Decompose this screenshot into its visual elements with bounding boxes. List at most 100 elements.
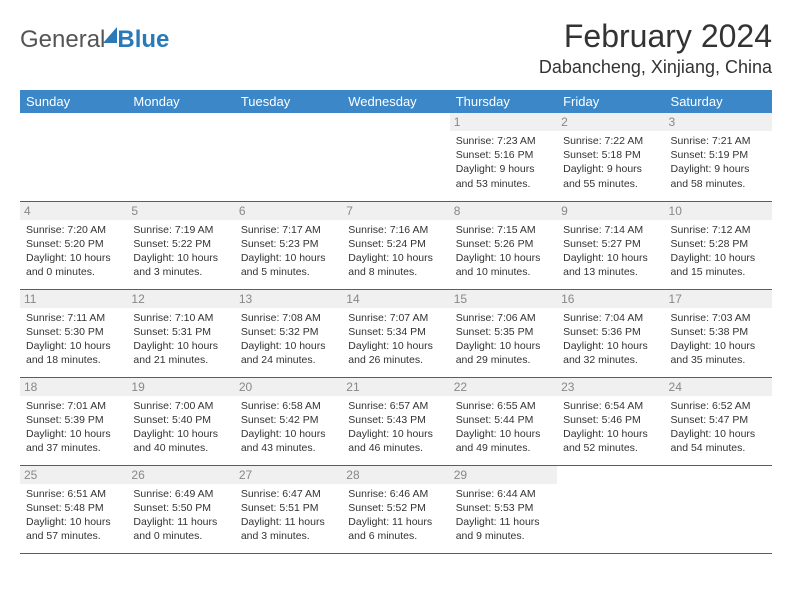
day-number: 18	[20, 378, 127, 396]
day-number: 29	[450, 466, 557, 484]
day-number: 21	[342, 378, 449, 396]
daylight-line: Daylight: 9 hours and 58 minutes.	[671, 162, 766, 190]
daylight-line: Daylight: 10 hours and 52 minutes.	[563, 427, 658, 455]
day-cell: 7Sunrise: 7:16 AMSunset: 5:24 PMDaylight…	[342, 201, 449, 289]
daylight-line: Daylight: 10 hours and 57 minutes.	[26, 515, 121, 543]
day-number: 6	[235, 202, 342, 220]
daylight-line: Daylight: 10 hours and 5 minutes.	[241, 251, 336, 279]
sunset-line: Sunset: 5:32 PM	[241, 325, 336, 339]
day-content: Sunrise: 7:17 AMSunset: 5:23 PMDaylight:…	[241, 223, 336, 280]
sunrise-line: Sunrise: 6:57 AM	[348, 399, 443, 413]
sunrise-line: Sunrise: 7:21 AM	[671, 134, 766, 148]
sunset-line: Sunset: 5:30 PM	[26, 325, 121, 339]
sunset-line: Sunset: 5:52 PM	[348, 501, 443, 515]
day-content: Sunrise: 7:04 AMSunset: 5:36 PMDaylight:…	[563, 311, 658, 368]
sunset-line: Sunset: 5:18 PM	[563, 148, 658, 162]
logo-text-general: General	[20, 26, 105, 54]
day-content: Sunrise: 6:46 AMSunset: 5:52 PMDaylight:…	[348, 487, 443, 544]
sunset-line: Sunset: 5:40 PM	[133, 413, 228, 427]
sunrise-line: Sunrise: 7:19 AM	[133, 223, 228, 237]
daylight-line: Daylight: 10 hours and 0 minutes.	[26, 251, 121, 279]
sunset-line: Sunset: 5:34 PM	[348, 325, 443, 339]
day-cell: 27Sunrise: 6:47 AMSunset: 5:51 PMDayligh…	[235, 465, 342, 553]
calendar-table: SundayMondayTuesdayWednesdayThursdayFrid…	[20, 90, 772, 554]
daylight-line: Daylight: 11 hours and 3 minutes.	[241, 515, 336, 543]
empty-cell	[557, 465, 664, 553]
sunset-line: Sunset: 5:36 PM	[563, 325, 658, 339]
empty-cell	[665, 465, 772, 553]
day-header-tuesday: Tuesday	[235, 90, 342, 113]
day-content: Sunrise: 7:01 AMSunset: 5:39 PMDaylight:…	[26, 399, 121, 456]
day-cell: 8Sunrise: 7:15 AMSunset: 5:26 PMDaylight…	[450, 201, 557, 289]
sunrise-line: Sunrise: 7:04 AM	[563, 311, 658, 325]
day-number: 9	[557, 202, 664, 220]
daylight-line: Daylight: 10 hours and 10 minutes.	[456, 251, 551, 279]
daylight-line: Daylight: 10 hours and 18 minutes.	[26, 339, 121, 367]
sunset-line: Sunset: 5:48 PM	[26, 501, 121, 515]
day-cell: 9Sunrise: 7:14 AMSunset: 5:27 PMDaylight…	[557, 201, 664, 289]
day-content: Sunrise: 7:20 AMSunset: 5:20 PMDaylight:…	[26, 223, 121, 280]
day-header-monday: Monday	[127, 90, 234, 113]
week-row: 25 Sunrise: 6:51 AMSunset: 5:48 PMDayligh…	[20, 465, 772, 553]
day-content: Sunrise: 7:23 AMSunset: 5:16 PMDaylight:…	[456, 134, 551, 191]
day-number: 3	[665, 113, 772, 131]
sunrise-line: Sunrise: 6:46 AM	[348, 487, 443, 501]
daylight-line: Daylight: 11 hours and 9 minutes.	[456, 515, 551, 543]
daylight-line: Daylight: 10 hours and 32 minutes.	[563, 339, 658, 367]
day-content: Sunrise: 7:06 AMSunset: 5:35 PMDaylight:…	[456, 311, 551, 368]
sunset-line: Sunset: 5:53 PM	[456, 501, 551, 515]
day-content: Sunrise: 7:10 AMSunset: 5:31 PMDaylight:…	[133, 311, 228, 368]
month-title: February 2024	[539, 18, 772, 55]
location: Dabancheng, Xinjiang, China	[539, 57, 772, 78]
day-header-sunday: Sunday	[20, 90, 127, 113]
day-content: Sunrise: 7:19 AMSunset: 5:22 PMDaylight:…	[133, 223, 228, 280]
day-content: Sunrise: 7:07 AMSunset: 5:34 PMDaylight:…	[348, 311, 443, 368]
day-cell: 5Sunrise: 7:19 AMSunset: 5:22 PMDaylight…	[127, 201, 234, 289]
day-cell: 12Sunrise: 7:10 AMSunset: 5:31 PMDayligh…	[127, 289, 234, 377]
sunset-line: Sunset: 5:50 PM	[133, 501, 228, 515]
sunrise-line: Sunrise: 7:16 AM	[348, 223, 443, 237]
logo-triangle-icon	[103, 27, 117, 43]
sunset-line: Sunset: 5:19 PM	[671, 148, 766, 162]
sunrise-line: Sunrise: 7:08 AM	[241, 311, 336, 325]
sunset-line: Sunset: 5:28 PM	[671, 237, 766, 251]
day-number: 17	[665, 290, 772, 308]
day-content: Sunrise: 7:21 AMSunset: 5:19 PMDaylight:…	[671, 134, 766, 191]
day-cell: 19Sunrise: 7:00 AMSunset: 5:40 PMDayligh…	[127, 377, 234, 465]
sunset-line: Sunset: 5:39 PM	[26, 413, 121, 427]
daylight-line: Daylight: 10 hours and 37 minutes.	[26, 427, 121, 455]
day-content: Sunrise: 7:00 AMSunset: 5:40 PMDaylight:…	[133, 399, 228, 456]
day-number: 22	[450, 378, 557, 396]
sunset-line: Sunset: 5:23 PM	[241, 237, 336, 251]
sunrise-line: Sunrise: 7:10 AM	[133, 311, 228, 325]
sunrise-line: Sunrise: 7:17 AM	[241, 223, 336, 237]
sunset-line: Sunset: 5:46 PM	[563, 413, 658, 427]
day-content: Sunrise: 6:57 AMSunset: 5:43 PMDaylight:…	[348, 399, 443, 456]
day-number: 1	[450, 113, 557, 131]
sunrise-line: Sunrise: 6:49 AM	[133, 487, 228, 501]
sunrise-line: Sunrise: 7:12 AM	[671, 223, 766, 237]
day-cell: 15Sunrise: 7:06 AMSunset: 5:35 PMDayligh…	[450, 289, 557, 377]
day-content: Sunrise: 7:08 AMSunset: 5:32 PMDaylight:…	[241, 311, 336, 368]
day-content: Sunrise: 6:51 AMSunset: 5:48 PMDaylight:…	[26, 487, 121, 544]
day-header-thursday: Thursday	[450, 90, 557, 113]
sunset-line: Sunset: 5:22 PM	[133, 237, 228, 251]
day-header-saturday: Saturday	[665, 90, 772, 113]
daylight-line: Daylight: 10 hours and 46 minutes.	[348, 427, 443, 455]
empty-cell	[20, 113, 127, 201]
daylight-line: Daylight: 9 hours and 55 minutes.	[563, 162, 658, 190]
day-number: 28	[342, 466, 449, 484]
empty-cell	[235, 113, 342, 201]
daylight-line: Daylight: 10 hours and 54 minutes.	[671, 427, 766, 455]
day-content: Sunrise: 7:16 AMSunset: 5:24 PMDaylight:…	[348, 223, 443, 280]
day-header-friday: Friday	[557, 90, 664, 113]
daylight-line: Daylight: 10 hours and 3 minutes.	[133, 251, 228, 279]
day-cell: 17Sunrise: 7:03 AMSunset: 5:38 PMDayligh…	[665, 289, 772, 377]
sunrise-line: Sunrise: 6:54 AM	[563, 399, 658, 413]
daylight-line: Daylight: 10 hours and 29 minutes.	[456, 339, 551, 367]
day-cell: 18 Sunrise: 7:01 AMSunset: 5:39 PMDayligh…	[20, 377, 127, 465]
day-cell: 10Sunrise: 7:12 AMSunset: 5:28 PMDayligh…	[665, 201, 772, 289]
day-number: 25	[20, 466, 127, 484]
sunrise-line: Sunrise: 7:03 AM	[671, 311, 766, 325]
day-cell: 4Sunrise: 7:20 AMSunset: 5:20 PMDaylight…	[20, 201, 127, 289]
